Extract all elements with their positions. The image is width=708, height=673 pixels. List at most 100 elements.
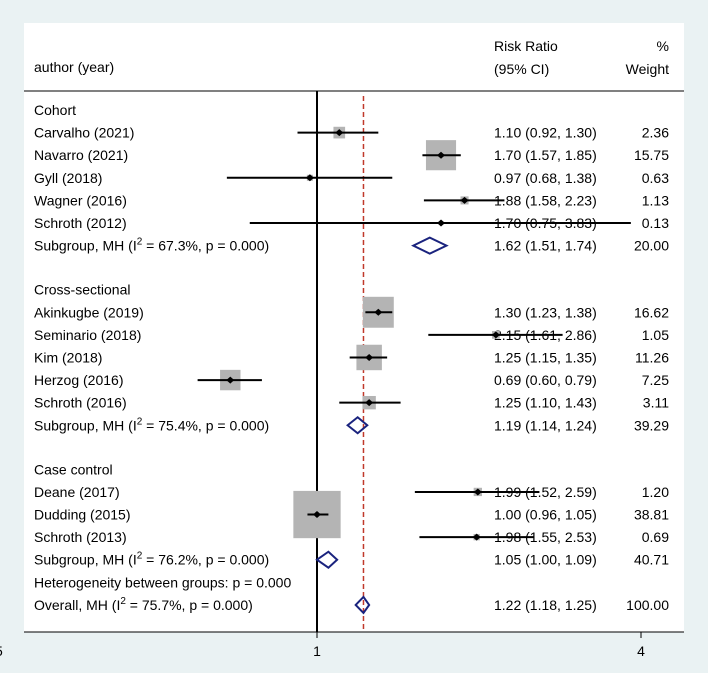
- study-label: Gyll (2018): [34, 170, 102, 186]
- study-weight: 1.05: [642, 327, 669, 343]
- study-ci-text: 1.30 (1.23, 1.38): [494, 304, 597, 320]
- subgroup-label-sup: 2: [137, 237, 143, 248]
- overall-weight: 100.00: [626, 597, 669, 613]
- study-row: Carvalho (2021) 1.10 (0.92, 1.30) 2.36: [34, 125, 669, 141]
- study-label: Wagner (2016): [34, 192, 127, 208]
- study-label: Schroth (2013): [34, 529, 127, 545]
- point-estimate: [437, 219, 446, 227]
- study-ci-text: 1.00 (0.96, 1.05): [494, 507, 597, 523]
- subgroup-label-prefix: Subgroup, MH (I: [34, 552, 137, 568]
- subgroup-weight: 20.00: [634, 238, 669, 254]
- study-weight: 1.20: [642, 484, 669, 500]
- point-estimate: [313, 511, 321, 519]
- study-weight: 3.11: [643, 395, 669, 411]
- study-weight: 11.26: [635, 349, 669, 365]
- header-ci: (95% CI): [494, 61, 549, 77]
- overall-label-suffix: = 75.7%, p = 0.000): [126, 597, 253, 613]
- study-row: Seminario (2018) 2.15 (1.61, 2.86) 1.05: [34, 327, 669, 343]
- subgroup-diamond: [411, 236, 449, 255]
- subgroup-label-suffix: = 76.2%, p = 0.000): [142, 552, 269, 568]
- study-label: Carvalho (2021): [34, 125, 134, 141]
- study-ci-text: 0.69 (0.60, 0.79): [494, 372, 597, 388]
- study-label: Herzog (2016): [34, 372, 124, 388]
- point-estimate: [460, 196, 469, 204]
- study-ci-text: 0.97 (0.68, 1.38): [494, 170, 597, 186]
- study-label: Deane (2017): [34, 484, 120, 500]
- study-weight: 1.13: [642, 192, 669, 208]
- overall-diamond: [354, 595, 371, 615]
- header-weight: Weight: [626, 61, 669, 77]
- group-heading: Cohort: [34, 102, 76, 118]
- subgroup-row: Subgroup, MH (I2 = 67.3%, p = 0.000) 1.62…: [34, 236, 669, 255]
- point-estimate: [226, 376, 235, 384]
- study-row: Schroth (2013) 1.98 (1.55, 2.53) 0.69: [34, 529, 669, 545]
- study-ci-text: 1.10 (0.92, 1.30): [494, 125, 597, 141]
- header-study: author (year): [34, 59, 114, 75]
- subgroup-label-sup: 2: [137, 416, 143, 427]
- study-label: Dudding (2015): [34, 507, 131, 523]
- study-row: Deane (2017) 1.99 (1.52, 2.59) 1.20: [34, 484, 669, 500]
- header-percent: %: [657, 38, 669, 54]
- study-ci-text: 1.88 (1.58, 2.23): [494, 192, 597, 208]
- study-ci-text: 1.25 (1.10, 1.43): [494, 395, 597, 411]
- study-row: Wagner (2016) 1.88 (1.58, 2.23) 1.13: [34, 192, 669, 208]
- study-label: Kim (2018): [34, 349, 102, 365]
- point-estimate: [473, 488, 482, 496]
- study-row: Kim (2018) 1.25 (1.15, 1.35) 11.26: [34, 344, 669, 371]
- subgroup-label-suffix: = 75.4%, p = 0.000): [142, 417, 269, 433]
- study-ci-text: 1.99 (1.52, 2.59): [494, 484, 597, 500]
- subgroup-label-prefix: Subgroup, MH (I: [34, 417, 137, 433]
- point-estimate: [335, 129, 344, 137]
- heterogeneity-text: Heterogeneity between groups: p = 0.000: [34, 574, 291, 590]
- subgroup-weight: 40.71: [634, 552, 669, 568]
- study-weight: 7.25: [642, 372, 669, 388]
- study-row: Schroth (2016) 1.25 (1.10, 1.43) 3.11: [34, 395, 669, 411]
- study-weight: 16.62: [634, 304, 669, 320]
- subgroup-ci-text: 1.19 (1.14, 1.24): [494, 417, 597, 433]
- subgroup-row: Subgroup, MH (I2 = 75.4%, p = 0.000) 1.19…: [34, 415, 669, 435]
- point-estimate: [472, 533, 481, 541]
- point-estimate: [365, 399, 374, 407]
- study-row: Schroth (2012) 1.70 (0.75, 3.83) 0.13: [34, 215, 669, 231]
- study-row: Navarro (2021) 1.70 (1.57, 1.85) 15.75: [34, 140, 669, 171]
- study-ci-text: 1.70 (1.57, 1.85): [494, 147, 597, 163]
- subgroup-label: Subgroup, MH (I2 = 67.3%, p = 0.000): [34, 237, 269, 254]
- point-estimate: [491, 331, 500, 339]
- x-tick-label: 1: [313, 643, 321, 659]
- x-tick-label: 4: [637, 643, 645, 659]
- subgroup-diamond: [346, 415, 369, 435]
- study-label: Schroth (2016): [34, 395, 127, 411]
- study-label: Navarro (2021): [34, 147, 128, 163]
- subgroup-row: Subgroup, MH (I2 = 76.2%, p = 0.000) 1.05…: [34, 550, 669, 570]
- subgroup-weight: 39.29: [634, 417, 669, 433]
- study-label: Schroth (2012): [34, 215, 127, 231]
- study-weight: 38.81: [634, 507, 669, 523]
- group-heading: Case control: [34, 461, 113, 477]
- plot-area: [24, 23, 684, 632]
- point-estimate: [305, 174, 314, 182]
- subgroup-label: Subgroup, MH (I2 = 75.4%, p = 0.000): [34, 416, 269, 433]
- study-row: Akinkugbe (2019) 1.30 (1.23, 1.38) 16.62: [34, 296, 669, 328]
- point-estimate: [437, 151, 446, 159]
- study-label: Seminario (2018): [34, 327, 141, 343]
- overall-label: Overall, MH (I2 = 75.7%, p = 0.000): [34, 596, 253, 613]
- study-row: Herzog (2016) 0.69 (0.60, 0.79) 7.25: [34, 369, 669, 391]
- subgroup-label-prefix: Subgroup, MH (I: [34, 238, 137, 254]
- overall-label-sup: 2: [120, 596, 126, 607]
- study-ci-text: 1.25 (1.15, 1.35): [494, 349, 597, 365]
- x-tick-label: .25: [0, 643, 3, 659]
- subgroup-diamond: [315, 550, 339, 570]
- subgroup-ci-text: 1.62 (1.51, 1.74): [494, 238, 597, 254]
- study-weight: 0.63: [642, 170, 669, 186]
- study-weight: 15.75: [634, 147, 669, 163]
- point-estimate: [374, 308, 383, 316]
- subgroup-ci-text: 1.05 (1.00, 1.09): [494, 552, 597, 568]
- header-risk-ratio: Risk Ratio: [494, 38, 558, 54]
- group-heading: Cross-sectional: [34, 282, 130, 298]
- study-weight: 0.69: [642, 529, 669, 545]
- overall-label-prefix: Overall, MH (I: [34, 597, 120, 613]
- study-weight: 0.13: [642, 215, 669, 231]
- subgroup-label-sup: 2: [137, 551, 143, 562]
- study-ci-text: 1.98 (1.55, 2.53): [494, 529, 597, 545]
